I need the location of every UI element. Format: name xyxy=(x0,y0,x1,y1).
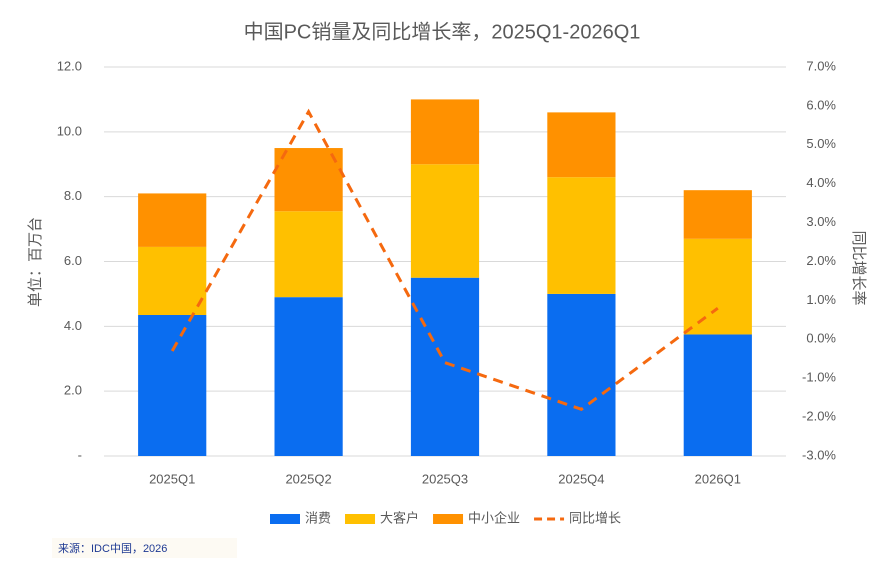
bar-segment xyxy=(683,334,752,456)
x-tick-label: 2025Q4 xyxy=(558,471,604,486)
bar-segment xyxy=(138,246,207,315)
x-tick-label: 2025Q2 xyxy=(285,471,331,486)
x-tick-label: 2025Q1 xyxy=(149,471,195,486)
y-tick-label: 4.0 xyxy=(64,318,82,333)
legend-swatch xyxy=(270,514,300,524)
y2-axis-title: 同比增长率 xyxy=(850,230,867,305)
y2-tick-label: 1.0% xyxy=(806,292,836,307)
y-tick-label: 2.0 xyxy=(64,383,82,398)
bar-segment xyxy=(274,148,343,212)
y-tick-label: - xyxy=(78,447,82,462)
y2-tick-label: 4.0% xyxy=(806,175,836,190)
x-tick-label: 2025Q3 xyxy=(422,471,468,486)
bar-segment xyxy=(410,99,480,165)
bar-segment xyxy=(274,211,343,298)
legend-label: 大客户 xyxy=(380,510,419,525)
legend-label: 消费 xyxy=(305,510,331,525)
bar-segment xyxy=(547,112,616,178)
y2-tick-label: 3.0% xyxy=(806,214,836,229)
y-tick-label: 10.0 xyxy=(57,123,82,138)
legend-label: 同比增长 xyxy=(569,510,621,525)
bar-segment xyxy=(410,164,480,278)
y-tick-label: 12.0 xyxy=(57,58,82,73)
x-tick-label: 2026Q1 xyxy=(695,471,741,486)
bar-segment xyxy=(547,177,616,294)
y2-tick-label: -2.0% xyxy=(802,409,836,424)
y2-tick-label: 5.0% xyxy=(806,136,836,151)
bar-segment xyxy=(683,190,752,239)
source: 来源：IDC中国，2026 xyxy=(58,541,167,555)
bar-segment xyxy=(138,314,207,456)
legend-label: 中小企业 xyxy=(468,510,520,525)
y-tick-label: 6.0 xyxy=(64,253,82,268)
y2-tick-label: 7.0% xyxy=(806,58,836,73)
bar-segment xyxy=(410,277,480,456)
legend-swatch xyxy=(345,514,376,524)
y-tick-label: 8.0 xyxy=(64,188,82,203)
y2-tick-label: -3.0% xyxy=(802,447,836,462)
y-axis-title: 单位：百万台 xyxy=(27,217,44,307)
chart-title: 中国PC销量及同比增长率，2025Q1-2026Q1 xyxy=(244,20,641,43)
bar-segment xyxy=(683,238,752,335)
bar-segment xyxy=(274,297,343,456)
legend-swatch xyxy=(433,514,464,524)
y2-tick-label: 6.0% xyxy=(806,97,836,112)
y2-tick-label: 0.0% xyxy=(806,331,836,346)
source-bg xyxy=(52,538,237,558)
bar-segment xyxy=(547,293,616,456)
y2-tick-label: 2.0% xyxy=(806,253,836,268)
bar-segment xyxy=(138,193,207,247)
y2-tick-label: -1.0% xyxy=(802,370,836,385)
